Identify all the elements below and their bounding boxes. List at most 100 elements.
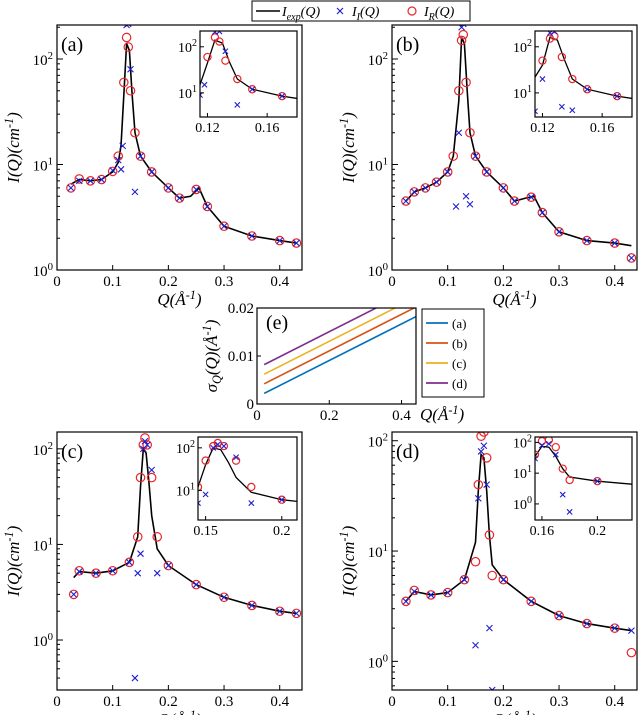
point-IR [551,442,560,452]
point-II [355,506,360,511]
point-II [611,624,619,632]
point-IR [62,100,69,107]
point-IR [34,498,41,505]
point-IR [291,238,302,248]
panel-label: (d) [396,441,419,463]
x-tick-label: 0.4 [392,408,411,424]
point-IR [612,91,622,101]
point-II [109,166,117,174]
panel-d: 0 0.1 0.2 0.3 0.4 100​ 101​ 102​ Q(Å-1​) I(Q)(cm-… [337,431,638,715]
point-II [433,178,440,186]
inset-y-tick-label: 101​ [513,464,532,482]
inset-y-tick-label: 101​ [513,84,532,102]
x-axis-label: Q(Å-1​) [420,403,465,424]
x-tick-label: 0.3 [215,694,234,710]
point-II [134,569,142,577]
point-IR [470,556,481,567]
point-II [148,466,156,474]
point-IR [431,177,442,187]
point-II [566,508,573,515]
point-II [456,482,461,487]
legend-label: (c) [452,356,466,371]
series-line-d [263,308,378,366]
point-II [486,624,493,632]
x-tick-label: 0.1 [103,274,122,290]
x-tick-label: 0.4 [605,274,624,290]
inset-y-tick-label: 102​ [176,439,195,457]
y-tick-label: 102​ [368,432,388,451]
point-IR [498,183,509,193]
point-II [164,562,172,570]
point-II [410,588,418,595]
point-IR [442,167,453,177]
point-IR [609,238,620,248]
point-II [354,105,359,110]
point-IR [146,472,157,483]
point-II [20,510,25,515]
point-II [87,177,94,185]
point-II [584,86,591,93]
point-IR [481,453,492,463]
point-II [623,124,628,129]
inset-background [535,31,632,117]
point-IR [202,201,213,212]
point-II [85,97,90,102]
point-IR [401,196,411,206]
panel-e: 0 0.2 0.4 0 0.01 0.02 Q(Å-1​) σQ​(Q)(Å-1​) (e) (a… [200,301,485,426]
inset: 0.15 0.2 101​ 102​ [20,436,360,539]
point-II [399,101,404,106]
point-II [81,500,86,505]
point-II [483,168,491,176]
point-II [527,597,535,605]
y-axis-label: I(Q)(cm-1​) [337,112,358,184]
point-II [220,443,227,450]
point-IR [609,623,620,633]
point-II [552,451,559,458]
point-IR [481,167,492,177]
point-II [460,576,468,584]
point-IR [163,560,174,571]
y-tick-label: 101​ [33,155,53,174]
series-line-b [263,308,416,385]
series-group [20,438,360,515]
point-IR [132,532,143,542]
point-IR [152,532,163,542]
point-IR [107,166,118,177]
point-IR [125,85,136,96]
point-II [499,576,507,584]
point-II [594,478,601,485]
point-II [248,232,256,240]
inset-x-tick-label: 0.12 [530,121,555,136]
point-IR [191,184,202,195]
inset-x-tick-label: 0.16 [590,121,615,136]
x-tick-label: 0.2 [159,694,178,710]
inset-box [197,436,298,521]
point-IR [568,74,577,84]
x-tick-label: 0.3 [215,274,234,290]
y-tick-label: 102​ [33,440,53,459]
point-IR [198,482,203,492]
point-II [143,441,151,449]
point-II [137,550,144,558]
point-IR [372,481,379,488]
point-II [472,152,479,160]
inset-y-tick-label: 100​ [513,495,532,513]
series-group [68,433,302,682]
point-II [276,607,284,615]
point-II [115,97,120,102]
point-IR [449,100,456,107]
point-II [324,101,329,106]
point-IR [442,587,453,598]
point-IR [96,174,107,185]
point-II [538,209,546,216]
point-II [70,591,78,598]
point-IR [248,85,257,94]
y-tick-label: 100​ [368,652,388,671]
point-II [459,25,467,28]
point-IR [323,100,330,107]
legend-label: II​(Q) [351,5,380,23]
point-II [511,197,518,205]
point-IR [565,475,574,485]
series-line-Iexp [200,39,297,100]
point-IR [626,647,637,658]
